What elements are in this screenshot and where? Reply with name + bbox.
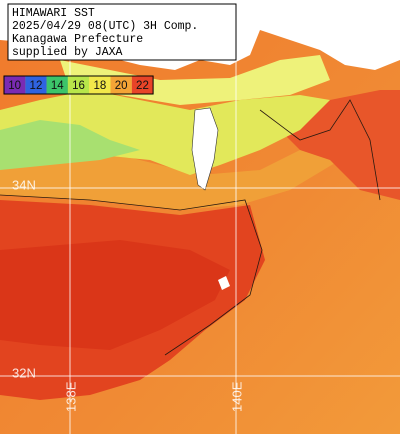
header-line: supplied by JAXA (12, 46, 123, 59)
colorbar-label: 14 (51, 80, 64, 92)
colorbar: 10 12 14 16 18 20 22 (3, 75, 154, 95)
warm-core (0, 240, 230, 350)
transition-region (0, 95, 400, 210)
colorbar-label: 18 (93, 80, 106, 92)
colorbar-label: 12 (30, 80, 43, 92)
colorbar-label: 10 (8, 80, 21, 92)
header-line: 2025/04/29 08(UTC) 3H Comp. (12, 20, 198, 33)
latitude-label: 34N (12, 177, 36, 192)
colorbar-label: 20 (115, 80, 128, 92)
colorbar-cell (131, 76, 154, 94)
contour (259, 99, 381, 201)
header-line: HIMAWARI SST (12, 7, 95, 20)
header-line: Kanagawa Prefecture (12, 33, 143, 46)
colorbar-cell (4, 76, 26, 94)
contour (0, 194, 263, 356)
colorbar-border (3, 75, 154, 95)
colorbar-cell (46, 76, 68, 94)
longitude-label: 140E (229, 381, 244, 412)
colorbar-label: 22 (136, 80, 149, 92)
latitude-label: 32N (12, 365, 36, 380)
colorbar-cell (25, 76, 47, 94)
izu-peninsula (191, 107, 219, 191)
colorbar-label: 16 (72, 80, 85, 92)
header-box (7, 3, 237, 61)
island (218, 276, 230, 290)
colorbar-cell (89, 76, 111, 94)
colorbar-cell (67, 76, 90, 94)
colorbar-cell (110, 76, 132, 94)
longitude-label: 138E (63, 381, 78, 412)
